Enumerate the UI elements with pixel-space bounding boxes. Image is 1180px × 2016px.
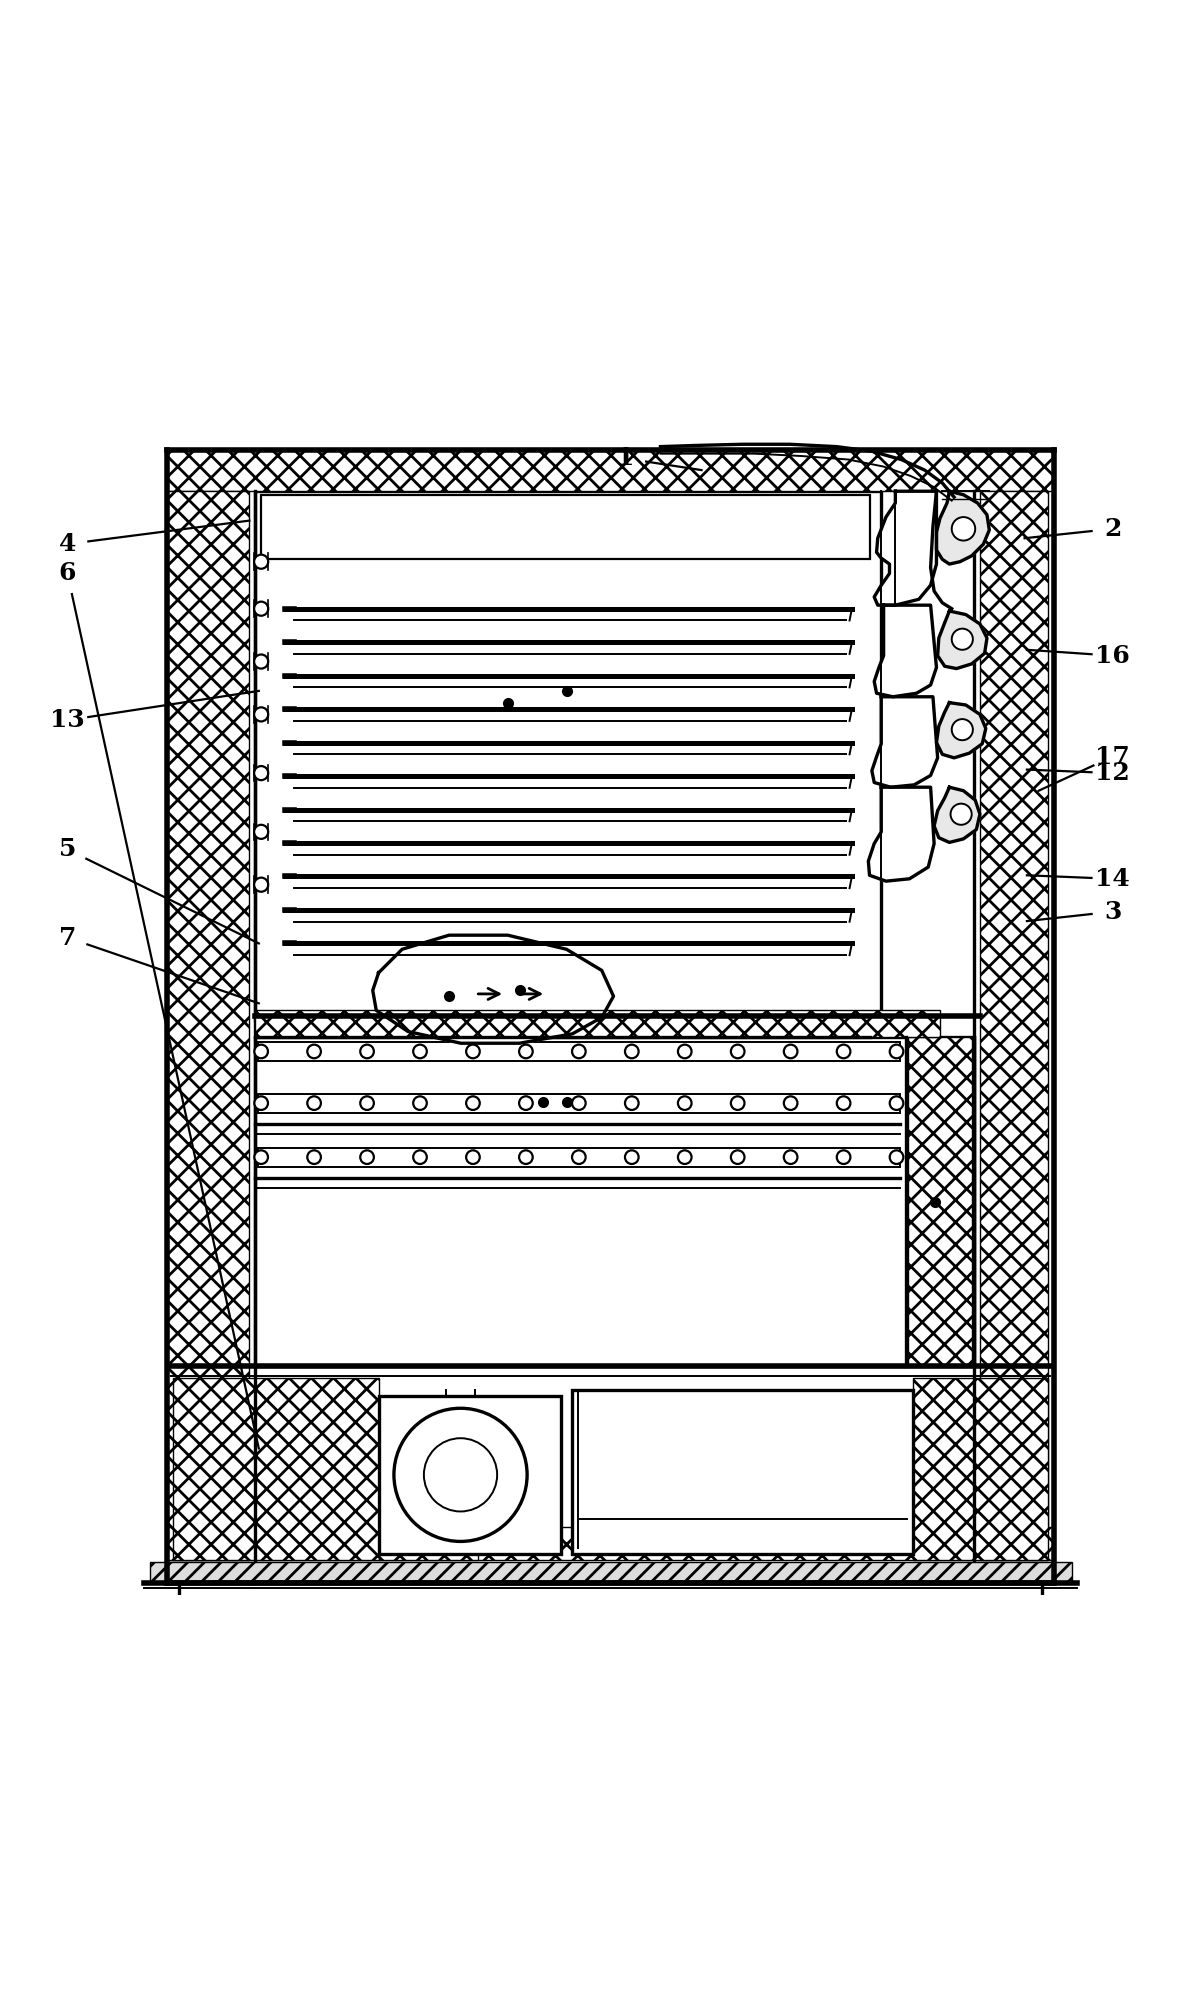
Text: 6: 6 [59, 560, 76, 585]
Circle shape [890, 1097, 904, 1111]
Polygon shape [938, 611, 986, 669]
Circle shape [413, 1044, 427, 1058]
Bar [979, 492, 1048, 1560]
Circle shape [890, 1044, 904, 1058]
Circle shape [784, 1151, 798, 1163]
Circle shape [254, 708, 268, 722]
Circle shape [466, 1044, 480, 1058]
Circle shape [255, 1097, 268, 1111]
Bar [255, 1038, 974, 1367]
Bar [150, 1562, 1071, 1583]
Circle shape [254, 554, 268, 569]
Circle shape [360, 1097, 374, 1111]
Circle shape [255, 1151, 268, 1163]
Text: 7: 7 [59, 925, 76, 950]
Polygon shape [937, 704, 985, 758]
Circle shape [254, 655, 268, 669]
Bar [173, 1379, 379, 1560]
Circle shape [625, 1044, 638, 1058]
Circle shape [254, 877, 268, 891]
Bar [379, 1395, 560, 1554]
Circle shape [254, 825, 268, 839]
Bar [168, 492, 249, 1560]
Circle shape [952, 629, 972, 649]
Circle shape [466, 1097, 480, 1111]
Circle shape [784, 1097, 798, 1111]
Circle shape [952, 516, 975, 540]
Circle shape [307, 1151, 321, 1163]
Bar [257, 1042, 900, 1060]
Circle shape [784, 1044, 798, 1058]
Circle shape [837, 1044, 851, 1058]
Circle shape [424, 1437, 497, 1512]
Circle shape [413, 1097, 427, 1111]
Circle shape [837, 1151, 851, 1163]
Text: 5: 5 [59, 837, 76, 861]
Circle shape [394, 1409, 527, 1542]
Circle shape [837, 1097, 851, 1111]
Circle shape [572, 1151, 585, 1163]
Circle shape [519, 1151, 532, 1163]
Polygon shape [937, 492, 989, 564]
Text: 14: 14 [1095, 867, 1130, 891]
Circle shape [572, 1097, 585, 1111]
Circle shape [951, 804, 971, 825]
Circle shape [730, 1044, 745, 1058]
Circle shape [413, 1151, 427, 1163]
Circle shape [519, 1097, 532, 1111]
Text: 13: 13 [50, 708, 85, 732]
Circle shape [890, 1151, 904, 1163]
Bar [257, 1147, 900, 1167]
Circle shape [360, 1044, 374, 1058]
Circle shape [519, 1044, 532, 1058]
Polygon shape [874, 492, 937, 605]
Bar [255, 492, 881, 1020]
Bar [261, 494, 870, 558]
Polygon shape [872, 698, 938, 786]
Circle shape [572, 1044, 585, 1058]
Text: 4: 4 [59, 532, 76, 556]
Circle shape [625, 1097, 638, 1111]
Text: 16: 16 [1095, 643, 1130, 667]
Circle shape [254, 601, 268, 615]
Circle shape [730, 1151, 745, 1163]
Bar [909, 1038, 971, 1367]
Bar [255, 1010, 940, 1038]
Circle shape [466, 1151, 480, 1163]
Polygon shape [935, 786, 979, 843]
Bar [379, 1488, 478, 1560]
Bar [257, 1095, 900, 1113]
Circle shape [255, 1044, 268, 1058]
Text: 12: 12 [1095, 762, 1130, 784]
Circle shape [360, 1151, 374, 1163]
Text: 2: 2 [1104, 516, 1121, 540]
Circle shape [625, 1151, 638, 1163]
Bar [168, 1526, 1054, 1560]
Text: 17: 17 [1095, 744, 1130, 768]
Polygon shape [373, 935, 614, 1042]
Text: 3: 3 [1104, 899, 1121, 923]
Polygon shape [874, 605, 937, 698]
Bar [572, 1389, 913, 1554]
Circle shape [678, 1097, 691, 1111]
Circle shape [730, 1097, 745, 1111]
Circle shape [254, 766, 268, 780]
Circle shape [307, 1097, 321, 1111]
Bar [168, 450, 1054, 492]
Bar [913, 1379, 1048, 1560]
Text: 1: 1 [616, 446, 634, 470]
Circle shape [678, 1151, 691, 1163]
Circle shape [952, 720, 972, 740]
Circle shape [678, 1044, 691, 1058]
Polygon shape [868, 786, 935, 881]
Circle shape [307, 1044, 321, 1058]
